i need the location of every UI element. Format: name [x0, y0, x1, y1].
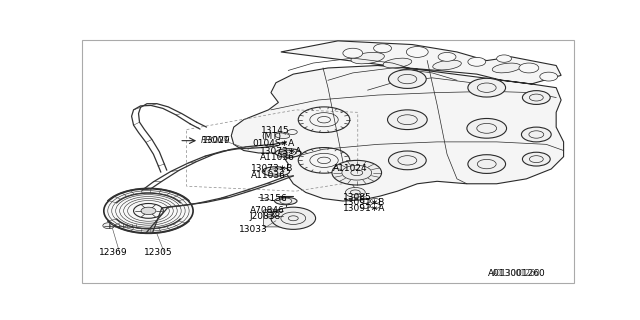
Text: 12369: 12369: [99, 248, 127, 257]
Circle shape: [141, 207, 156, 215]
Text: A70846: A70846: [250, 206, 284, 215]
Circle shape: [103, 223, 115, 228]
Ellipse shape: [351, 52, 385, 64]
Circle shape: [267, 209, 275, 213]
Circle shape: [522, 91, 550, 104]
Text: FRONT: FRONT: [200, 136, 229, 145]
Text: 13091∗B: 13091∗B: [343, 198, 385, 207]
Text: A013001260: A013001260: [488, 269, 545, 278]
Circle shape: [540, 72, 557, 81]
Circle shape: [267, 214, 275, 218]
Circle shape: [346, 188, 365, 197]
Circle shape: [438, 52, 456, 61]
Text: 13085: 13085: [343, 193, 372, 202]
Ellipse shape: [433, 60, 461, 70]
Text: 13091∗A: 13091∗A: [343, 204, 385, 213]
Text: 0104S∗A: 0104S∗A: [253, 139, 295, 148]
Circle shape: [374, 44, 392, 53]
Circle shape: [468, 57, 486, 66]
FancyBboxPatch shape: [264, 210, 288, 227]
Text: 13073∗A: 13073∗A: [260, 147, 303, 156]
Text: A11036: A11036: [251, 171, 286, 180]
Circle shape: [388, 110, 428, 130]
Circle shape: [467, 118, 507, 138]
Ellipse shape: [262, 167, 289, 176]
Text: 13145: 13145: [261, 126, 290, 135]
Circle shape: [519, 63, 539, 73]
Circle shape: [332, 160, 381, 185]
Text: (MT): (MT): [261, 132, 281, 141]
Ellipse shape: [492, 63, 521, 73]
Circle shape: [468, 78, 506, 97]
Text: A11036: A11036: [260, 153, 295, 163]
Ellipse shape: [275, 133, 290, 139]
Circle shape: [388, 151, 426, 170]
Ellipse shape: [383, 58, 412, 68]
Circle shape: [522, 127, 551, 142]
Text: J20838: J20838: [250, 212, 281, 221]
Text: 12305: 12305: [143, 248, 172, 257]
Polygon shape: [231, 41, 564, 201]
Circle shape: [271, 207, 316, 229]
Circle shape: [388, 70, 426, 88]
Circle shape: [497, 55, 511, 62]
Circle shape: [468, 155, 506, 173]
Text: 13156: 13156: [259, 194, 287, 203]
Circle shape: [343, 48, 363, 58]
Text: 13033: 13033: [239, 225, 268, 234]
Text: 13029: 13029: [202, 136, 230, 145]
Circle shape: [522, 152, 550, 166]
Circle shape: [104, 189, 193, 233]
Ellipse shape: [275, 197, 297, 205]
Text: A013001260: A013001260: [492, 269, 541, 278]
Circle shape: [406, 46, 428, 57]
Text: 13073∗B: 13073∗B: [251, 164, 294, 173]
Text: A11024: A11024: [333, 164, 367, 173]
Ellipse shape: [275, 149, 301, 157]
